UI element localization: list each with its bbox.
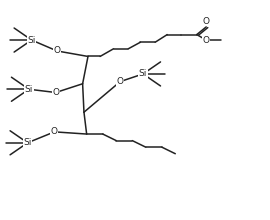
- Text: O: O: [203, 36, 210, 44]
- Text: Si: Si: [139, 70, 147, 78]
- Text: O: O: [51, 127, 58, 136]
- Text: Si: Si: [23, 138, 32, 147]
- Text: O: O: [54, 46, 60, 55]
- Text: O: O: [203, 17, 210, 26]
- Text: O: O: [117, 77, 124, 86]
- Text: O: O: [52, 88, 59, 97]
- Text: Si: Si: [27, 36, 36, 44]
- Text: Si: Si: [25, 85, 33, 94]
